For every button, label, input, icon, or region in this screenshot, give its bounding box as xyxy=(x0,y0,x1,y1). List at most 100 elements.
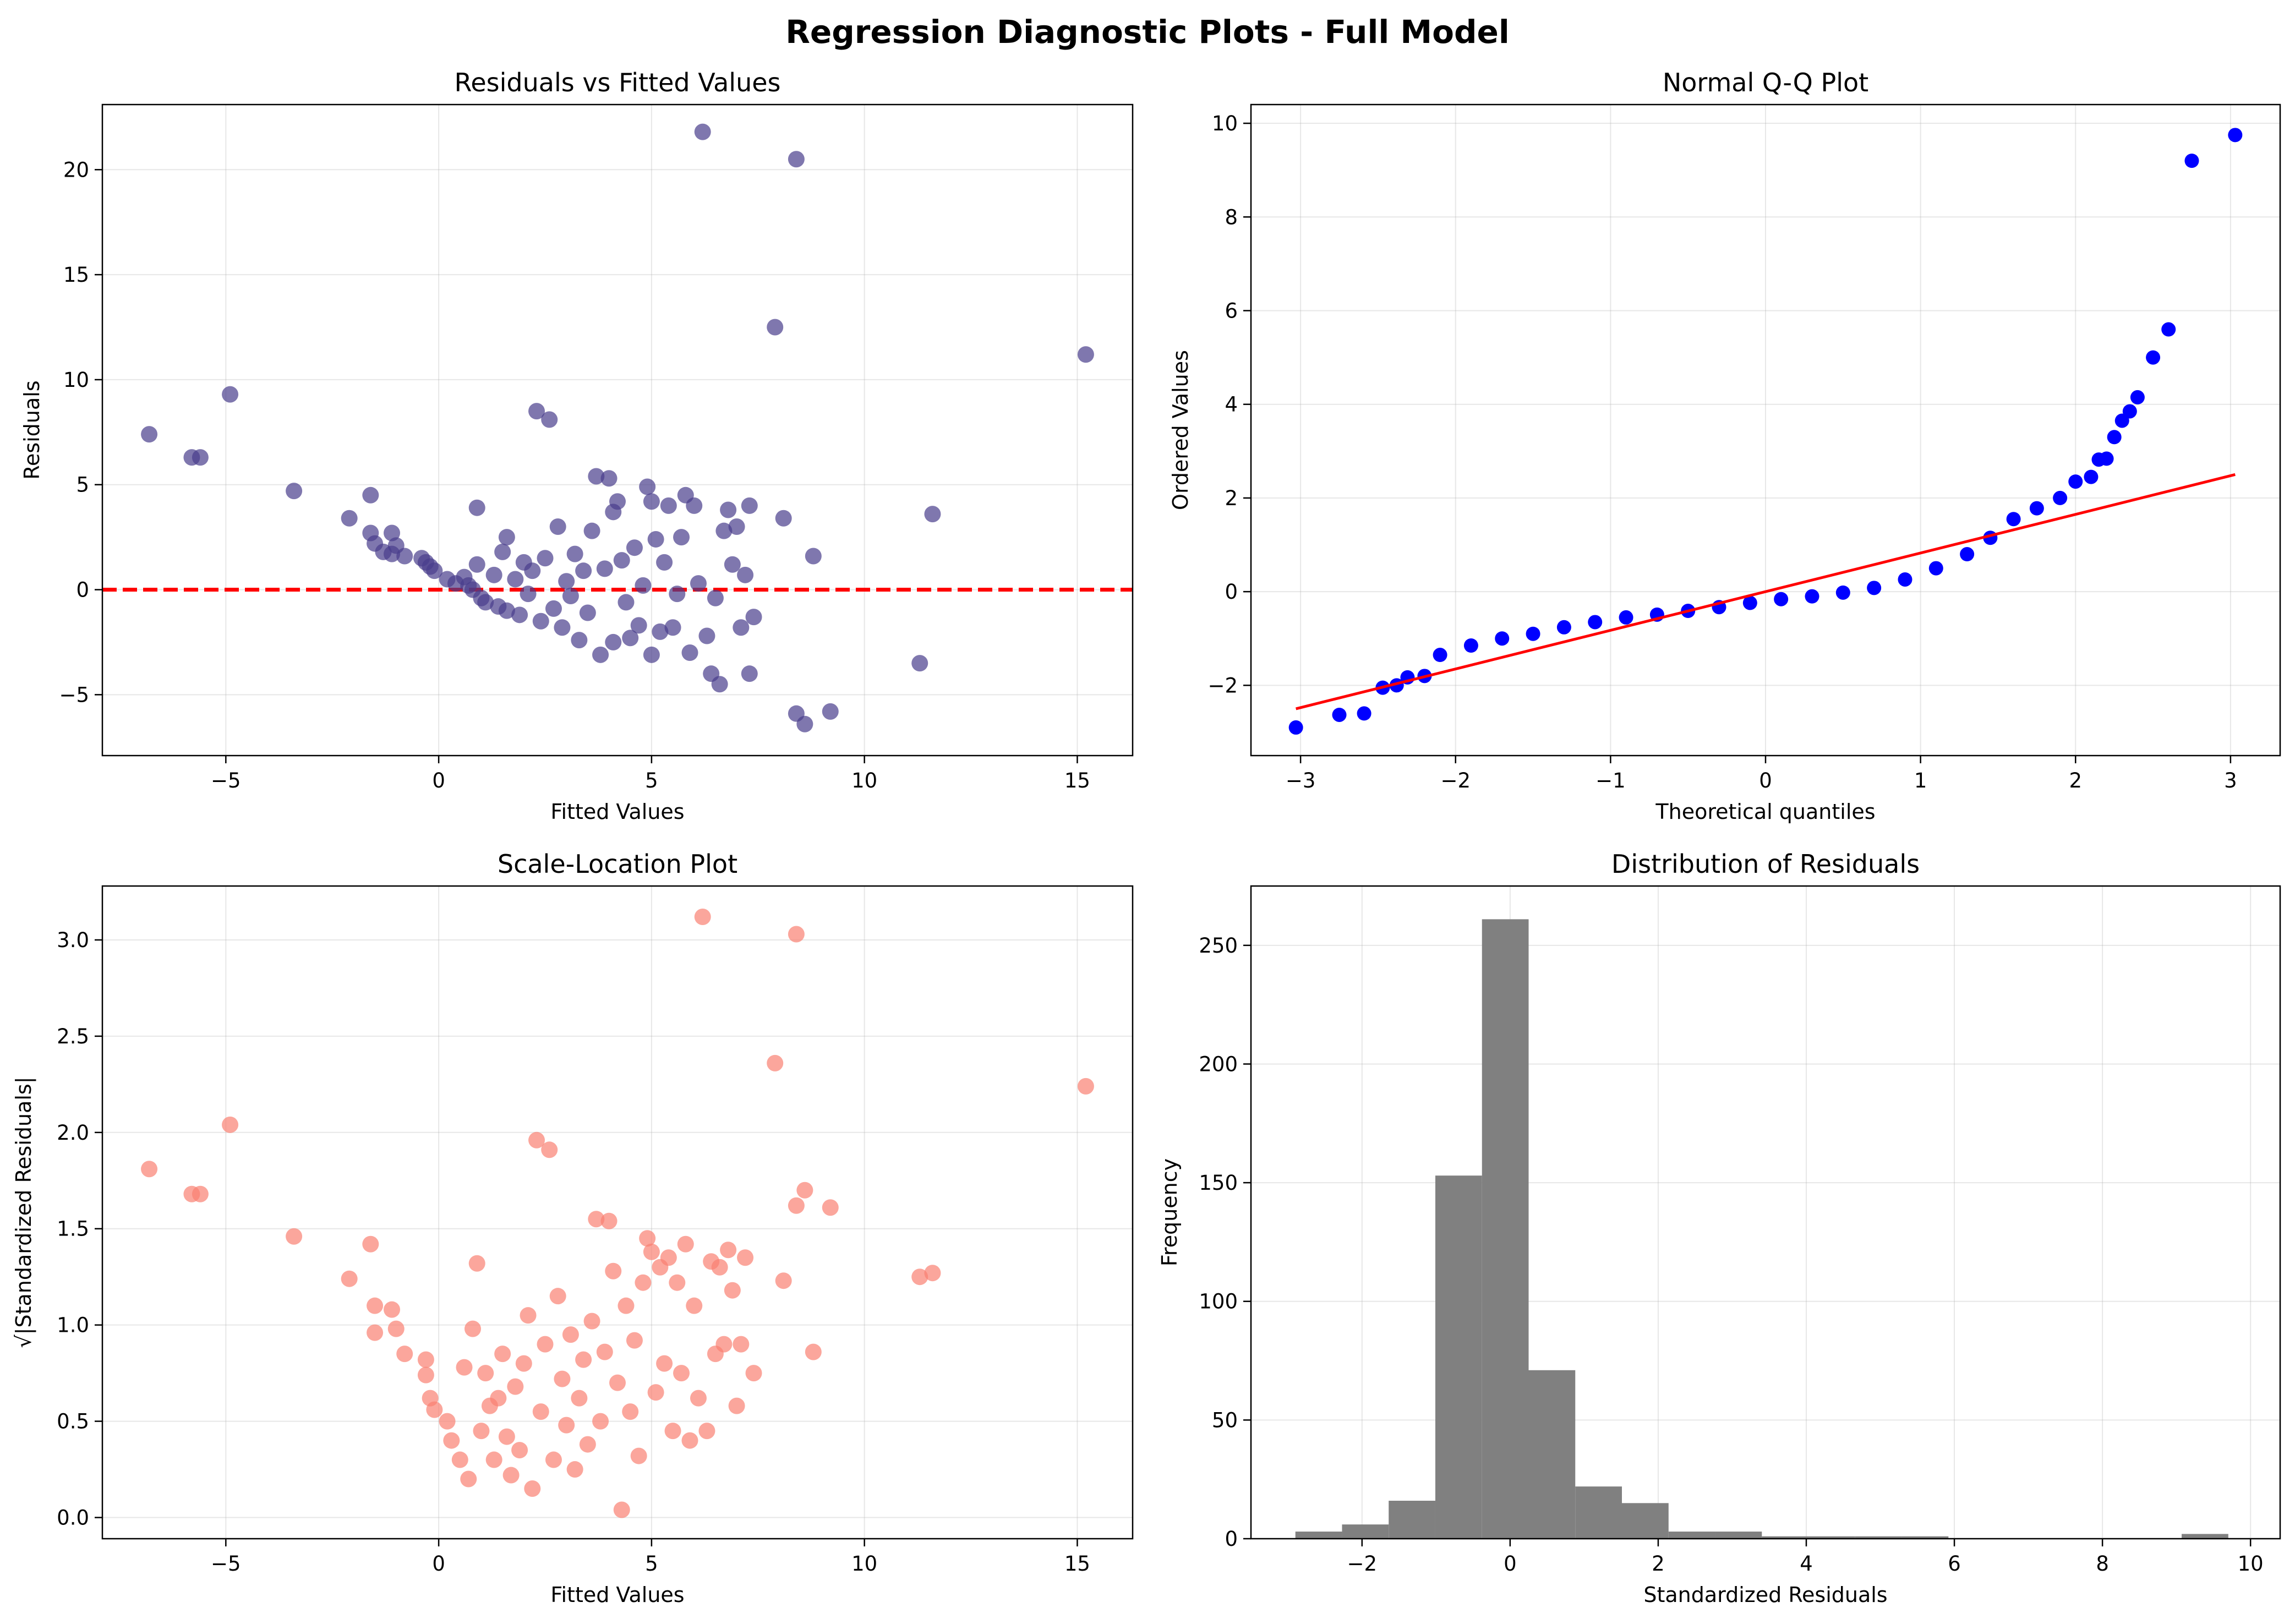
scale-xtick-label: 15 xyxy=(1064,1552,1090,1576)
resid-point xyxy=(468,556,485,573)
qq-ytick-label: 2 xyxy=(1225,486,1238,510)
hist-bar xyxy=(1855,1536,1902,1539)
qq-fit-line xyxy=(1296,473,2236,710)
scale-point xyxy=(583,1313,600,1330)
scale-ylabel: √|Standardized Residuals| xyxy=(12,1076,36,1348)
resid-axes-frame xyxy=(101,103,1134,757)
scale-point xyxy=(367,1324,384,1341)
resid-point xyxy=(622,630,639,647)
qq-xtick-label: −3 xyxy=(1286,769,1316,792)
resid-point xyxy=(222,386,239,403)
scale-point xyxy=(387,1320,405,1337)
scale-point xyxy=(494,1346,511,1363)
scale-point xyxy=(686,1297,703,1314)
scale-point xyxy=(733,1336,750,1353)
scale-point xyxy=(468,1255,485,1272)
scale-point xyxy=(443,1432,460,1449)
resid-point xyxy=(549,518,566,535)
resid-point xyxy=(652,623,669,640)
scale-ytick-label: 3.0 xyxy=(57,928,89,952)
resid-point xyxy=(724,556,741,573)
qq-point xyxy=(2006,512,2021,527)
scale-ytick-label: 0.0 xyxy=(57,1506,89,1530)
resid-point xyxy=(669,586,686,603)
resid-point xyxy=(796,715,813,732)
scale-point xyxy=(286,1228,303,1245)
scale-point xyxy=(643,1243,660,1260)
scale-point xyxy=(524,1480,541,1497)
scale-point xyxy=(520,1307,537,1324)
scale-point xyxy=(715,1336,733,1353)
resid-xlabel: Fitted Values xyxy=(550,800,684,824)
qq-plot-area xyxy=(1288,128,2243,735)
scale-point xyxy=(417,1366,434,1384)
hist-bar xyxy=(1715,1532,1762,1539)
resid-point xyxy=(554,619,571,636)
qq-point xyxy=(1835,585,1850,600)
resid-xtick-label: 15 xyxy=(1064,769,1090,792)
scale-point xyxy=(737,1249,754,1266)
figure-suptitle: Regression Diagnostic Plots - Full Model xyxy=(785,13,1509,51)
resid-point xyxy=(626,539,643,556)
scale-point xyxy=(592,1413,609,1430)
qq-ytick-label: 10 xyxy=(1212,112,1238,135)
hist-bar xyxy=(1622,1503,1669,1539)
resid-point xyxy=(426,562,443,579)
qq-point xyxy=(1288,720,1303,735)
resid-point xyxy=(524,562,541,579)
hist-bar xyxy=(1668,1532,1715,1539)
resid-point xyxy=(698,627,715,644)
resid-point xyxy=(741,665,758,682)
qq-point xyxy=(1928,561,1943,576)
qq-point xyxy=(1742,595,1757,610)
resid-xtick-label: −5 xyxy=(211,769,241,792)
scale-point xyxy=(630,1447,647,1464)
qq-point xyxy=(2099,451,2114,466)
resid-point xyxy=(498,529,515,546)
scale-point xyxy=(698,1423,715,1440)
hist-ytick-label: 150 xyxy=(1199,1171,1238,1195)
scale-point xyxy=(490,1390,507,1407)
resid-ytick-label: 5 xyxy=(76,473,89,497)
scale-point xyxy=(660,1249,677,1266)
qq-point xyxy=(1898,572,1912,587)
qq-ytick-label: 4 xyxy=(1225,393,1238,417)
qq-point xyxy=(1556,620,1571,635)
hist-bar xyxy=(1808,1536,1855,1539)
resid-point xyxy=(1077,346,1094,363)
scale-point xyxy=(664,1423,681,1440)
qq-point xyxy=(1463,638,1478,653)
resid-point xyxy=(639,478,656,495)
scale-point xyxy=(477,1365,494,1382)
scale-ytick-label: 2.0 xyxy=(57,1121,89,1145)
qq-point xyxy=(1867,581,1882,595)
scale-point xyxy=(822,1199,839,1216)
scale-point xyxy=(796,1182,813,1199)
resid-point xyxy=(562,587,579,604)
resid-point xyxy=(664,619,681,636)
hist-xtick-label: 8 xyxy=(2096,1552,2109,1576)
hist-title: Distribution of Residuals xyxy=(1611,849,1920,879)
resid-point xyxy=(618,594,635,611)
scale-point xyxy=(690,1390,707,1407)
resid-point xyxy=(600,470,618,487)
qq-point xyxy=(2130,390,2145,404)
resid-ytick-label: 15 xyxy=(63,263,89,287)
resid-point xyxy=(728,518,745,535)
resid-point xyxy=(656,554,673,571)
resid-xtick-label: 10 xyxy=(851,769,877,792)
hist-xtick-label: 4 xyxy=(1800,1552,1813,1576)
hist-bar xyxy=(1295,1532,1342,1539)
scale-point xyxy=(222,1116,239,1133)
scale-ytick-label: 1.5 xyxy=(57,1217,89,1241)
resid-point xyxy=(537,550,554,567)
scale-point xyxy=(728,1397,745,1414)
resid-point xyxy=(545,600,562,617)
scale-xtick-label: 10 xyxy=(851,1552,877,1576)
scale-point xyxy=(460,1470,477,1488)
resid-point xyxy=(613,552,630,569)
resid-xtick-label: 0 xyxy=(432,769,445,792)
qq-point xyxy=(1588,615,1603,630)
